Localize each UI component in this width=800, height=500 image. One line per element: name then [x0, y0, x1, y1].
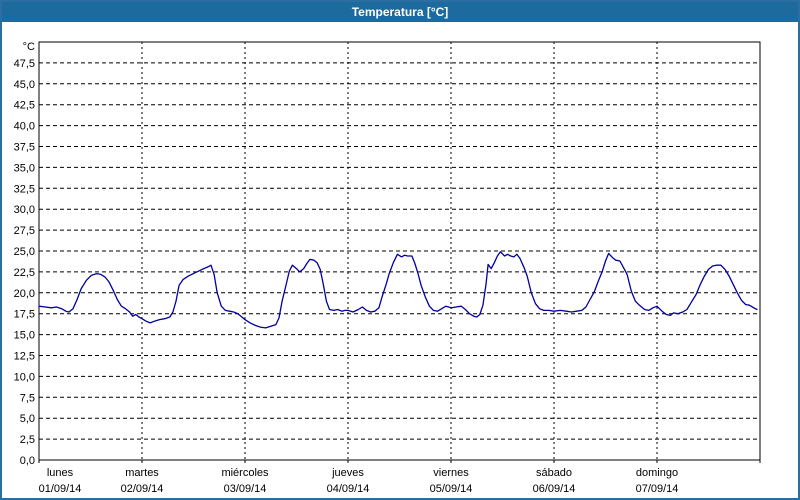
y-tick-label: 2,5 [20, 434, 35, 446]
y-tick-label: 7,5 [20, 392, 35, 404]
x-weekday-label: jueves [331, 467, 364, 479]
x-weekday-label: miércoles [221, 467, 269, 479]
y-tick-label: 20,0 [14, 288, 35, 300]
y-tick-label: 37,5 [14, 142, 35, 154]
line-chart-canvas: 0,0 2,5 5,0 7,5 10,0 12,5 15,0 17,5 20,0 22,5 25,0… [14, 41, 761, 495]
x-date-label: 04/09/14 [327, 483, 370, 495]
y-tick-label: 17,5 [14, 309, 35, 321]
x-weekday-label: sábado [536, 467, 572, 479]
x-weekday-label: lunes [47, 467, 74, 479]
y-tick-label: 12,5 [14, 351, 35, 363]
window-title-bar: Temperatura [°C] [2, 2, 798, 22]
x-date-label: 05/09/14 [430, 483, 473, 495]
y-axis-labels: 0,0 2,5 5,0 7,5 10,0 12,5 15,0 17,5 20,0 22,5 25,0… [14, 41, 35, 467]
x-date-label: 06/09/14 [533, 483, 576, 495]
y-tick-label: 30,0 [14, 204, 35, 216]
plot-border [38, 41, 761, 461]
y-tick-label: 15,0 [14, 330, 35, 342]
y-axis-unit-label: °C [23, 41, 35, 53]
y-tick-label: 25,0 [14, 246, 35, 258]
y-tick-label: 22,5 [14, 267, 35, 279]
window-title: Temperatura [°C] [351, 5, 449, 19]
y-tick-label: 5,0 [20, 413, 35, 425]
temperature-chart: 0,0 2,5 5,0 7,5 10,0 12,5 15,0 17,5 20,0 22,5 25,0… [2, 22, 798, 498]
x-weekday-label: domingo [636, 467, 678, 479]
x-date-label: 03/09/14 [224, 483, 267, 495]
temperature-series-line [38, 251, 758, 329]
y-tick-label: 45,0 [14, 79, 35, 91]
x-axis-labels: lunes 01/09/14 martes 02/09/14 miércoles 03/0… [39, 467, 679, 495]
y-tick-label: 35,0 [14, 162, 35, 174]
y-tick-label: 42,5 [14, 100, 35, 112]
y-tick-label: 0,0 [20, 455, 35, 467]
y-tick-label: 47,5 [14, 58, 35, 70]
x-date-label: 07/09/14 [636, 483, 679, 495]
y-tick-label: 27,5 [14, 225, 35, 237]
y-tick-label: 40,0 [14, 121, 35, 133]
x-weekday-label: martes [125, 467, 159, 479]
y-tick-label: 32,5 [14, 183, 35, 195]
horizontal-gridlines [39, 62, 760, 440]
y-tick-label: 10,0 [14, 371, 35, 383]
x-date-label: 01/09/14 [39, 483, 82, 495]
x-weekday-label: viernes [433, 467, 469, 479]
x-date-label: 02/09/14 [121, 483, 164, 495]
